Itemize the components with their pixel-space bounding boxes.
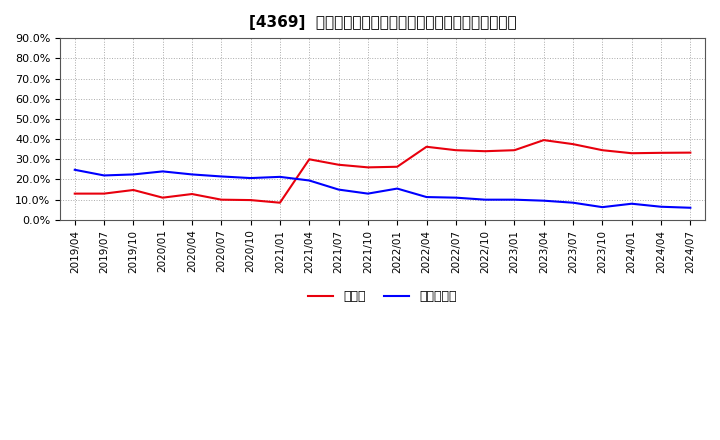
現預金 [188, 191, 197, 197]
有利子負債 [364, 191, 372, 196]
有利子負債 [334, 187, 343, 192]
現預金 [657, 150, 665, 155]
現預金 [393, 164, 402, 169]
現預金 [598, 147, 607, 153]
Line: 有利子負債: 有利子負債 [75, 170, 690, 208]
現預金 [246, 198, 255, 203]
有利子負債 [451, 195, 460, 200]
現預金 [334, 162, 343, 167]
有利子負債 [276, 174, 284, 180]
Legend: 現預金, 有利子負債: 現預金, 有利子負債 [303, 285, 462, 308]
現預金 [481, 149, 490, 154]
有利子負債 [100, 173, 109, 178]
有利子負債 [246, 176, 255, 181]
有利子負債 [393, 186, 402, 191]
有利子負債 [598, 205, 607, 210]
有利子負債 [422, 194, 431, 200]
有利子負債 [510, 197, 519, 202]
有利子負債 [217, 174, 225, 179]
現預金 [129, 187, 138, 193]
有利子負債 [129, 172, 138, 177]
現預金 [100, 191, 109, 196]
現預金 [276, 200, 284, 205]
有利子負債 [539, 198, 548, 203]
現預金 [305, 157, 314, 162]
Line: 現預金: 現預金 [75, 140, 690, 203]
現預金 [364, 165, 372, 170]
現預金 [71, 191, 79, 196]
現預金 [686, 150, 695, 155]
有利子負債 [686, 205, 695, 210]
有利子負債 [481, 197, 490, 202]
Title: [4369]  現預金、有利子負債の総資産に対する比率の推移: [4369] 現預金、有利子負債の総資産に対する比率の推移 [248, 15, 516, 30]
現預金 [217, 197, 225, 202]
現預金 [451, 147, 460, 153]
現預金 [422, 144, 431, 150]
有利子負債 [627, 201, 636, 206]
有利子負債 [657, 204, 665, 209]
有利子負債 [188, 172, 197, 177]
現預金 [539, 137, 548, 143]
現預金 [569, 142, 577, 147]
有利子負債 [305, 178, 314, 183]
有利子負債 [71, 167, 79, 172]
現預金 [510, 147, 519, 153]
有利子負債 [158, 169, 167, 174]
現預金 [158, 195, 167, 200]
現預金 [627, 150, 636, 156]
有利子負債 [569, 200, 577, 205]
